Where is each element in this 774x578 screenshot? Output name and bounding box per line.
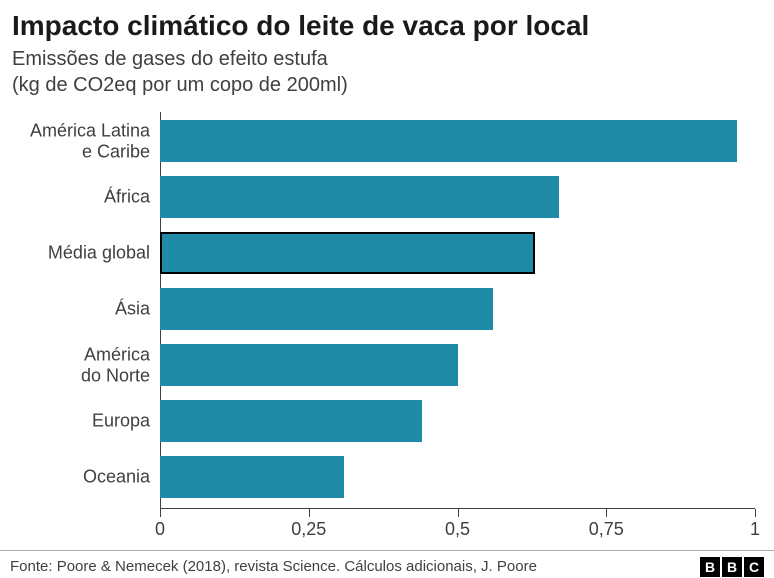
source-text: Fonte: Poore & Nemecek (2018), revista S… (10, 558, 537, 575)
x-axis-tick (309, 509, 310, 517)
category-label: África (0, 187, 160, 208)
bbc-logo-box: C (744, 557, 764, 577)
plot-area: 00,250,50,751América Latina e CaribeÁfri… (160, 112, 755, 509)
bar (160, 344, 458, 386)
bbc-logo-box: B (722, 557, 742, 577)
x-axis-tick (458, 509, 459, 517)
bar (160, 120, 737, 162)
bar (160, 456, 344, 498)
x-axis-tick (755, 509, 756, 517)
x-axis-tick (606, 509, 607, 517)
chart-subtitle: Emissões de gases do efeito estufa (kg d… (12, 46, 348, 98)
category-label: Europa (0, 411, 160, 432)
x-axis-tick-label: 0,25 (291, 519, 326, 540)
x-axis-tick-label: 1 (750, 519, 760, 540)
category-label: Média global (0, 243, 160, 264)
bar (160, 176, 559, 218)
category-label: América do Norte (0, 344, 160, 385)
bar-highlighted (160, 232, 535, 274)
category-label: América Latina e Caribe (0, 120, 160, 161)
chart-title: Impacto climático do leite de vaca por l… (12, 10, 589, 42)
x-axis-tick-label: 0,75 (589, 519, 624, 540)
bbc-logo-box: B (700, 557, 720, 577)
chart-footer: Fonte: Poore & Nemecek (2018), revista S… (0, 550, 774, 578)
x-axis-tick (160, 509, 161, 517)
bbc-logo: B B C (700, 557, 764, 577)
x-axis-tick-label: 0,5 (445, 519, 470, 540)
x-axis-tick-label: 0 (155, 519, 165, 540)
bar (160, 400, 422, 442)
category-label: Oceania (0, 467, 160, 488)
bar (160, 288, 493, 330)
category-label: Ásia (0, 299, 160, 320)
chart-container: Impacto climático do leite de vaca por l… (0, 0, 774, 578)
